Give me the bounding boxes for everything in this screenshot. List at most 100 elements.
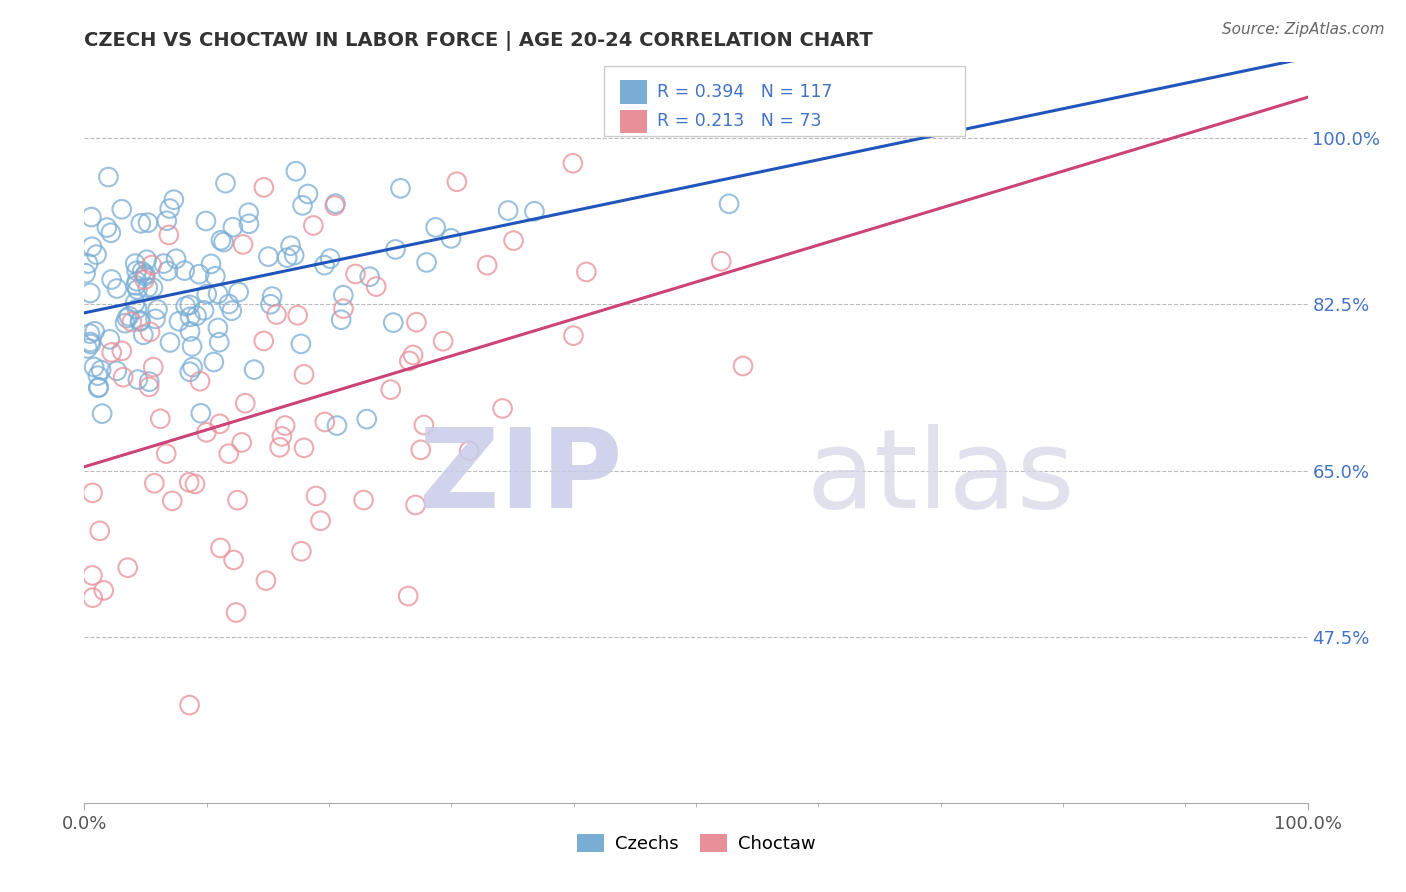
Point — [96, 220, 118, 235]
Point — [167, 314, 190, 328]
Point — [425, 220, 447, 235]
Point — [179, 365, 201, 379]
Point — [87, 380, 110, 394]
Point — [129, 216, 152, 230]
Point — [100, 345, 122, 359]
Point — [156, 264, 179, 278]
Point — [384, 243, 406, 257]
Point — [79, 326, 101, 341]
Point — [290, 337, 312, 351]
Point — [87, 368, 110, 383]
Point — [225, 606, 247, 620]
Point — [157, 227, 180, 242]
Text: R = 0.394   N = 117: R = 0.394 N = 117 — [657, 83, 832, 101]
Point — [179, 475, 201, 490]
Point — [405, 498, 427, 512]
Point — [409, 442, 432, 457]
Point — [134, 269, 156, 284]
FancyBboxPatch shape — [605, 66, 965, 136]
Point — [135, 252, 157, 267]
Point — [138, 375, 160, 389]
Point — [173, 263, 195, 277]
Point — [496, 203, 519, 218]
Point — [359, 269, 381, 284]
Point — [181, 360, 204, 375]
Point — [179, 298, 201, 312]
Point — [214, 176, 236, 190]
Point — [561, 156, 583, 170]
Point — [89, 524, 111, 538]
Point — [155, 447, 177, 461]
Point — [125, 264, 148, 278]
Point — [389, 181, 412, 195]
Point — [208, 417, 231, 431]
Point — [83, 324, 105, 338]
Text: Source: ZipAtlas.com: Source: ZipAtlas.com — [1222, 22, 1385, 37]
Point — [231, 435, 253, 450]
Point — [257, 250, 280, 264]
Point — [179, 310, 201, 324]
Point — [243, 362, 266, 376]
Point — [222, 220, 245, 235]
Point — [114, 316, 136, 330]
Point — [174, 299, 197, 313]
Point — [195, 425, 218, 440]
Point — [195, 287, 218, 301]
Point — [100, 226, 122, 240]
Point — [325, 196, 347, 211]
Point — [162, 494, 184, 508]
Point — [82, 568, 104, 582]
Point — [292, 441, 315, 455]
Point — [87, 381, 110, 395]
Point — [131, 264, 153, 278]
Point — [274, 418, 297, 433]
Point — [143, 476, 166, 491]
Point — [80, 337, 103, 351]
Point — [396, 589, 419, 603]
Point — [132, 327, 155, 342]
Bar — [620, 80, 647, 103]
Point — [90, 363, 112, 377]
Point — [204, 269, 226, 284]
Point — [193, 303, 215, 318]
Point — [314, 258, 336, 272]
Bar — [620, 110, 647, 133]
Point — [305, 489, 328, 503]
Point — [208, 335, 231, 350]
Point — [79, 334, 101, 349]
Point — [156, 213, 179, 227]
Point — [523, 204, 546, 219]
Point — [207, 286, 229, 301]
Point — [127, 283, 149, 297]
Point — [232, 237, 254, 252]
Text: CZECH VS CHOCTAW IN LABOR FORCE | AGE 20-24 CORRELATION CHART: CZECH VS CHOCTAW IN LABOR FORCE | AGE 20… — [84, 30, 873, 51]
Point — [353, 493, 375, 508]
Text: atlas: atlas — [807, 424, 1074, 531]
Point — [202, 355, 225, 369]
Point — [212, 235, 235, 249]
Point — [179, 698, 201, 712]
Point — [112, 370, 135, 384]
Point — [97, 169, 120, 184]
Point — [491, 401, 513, 416]
Point — [165, 252, 187, 266]
Point — [398, 354, 420, 368]
Point — [638, 116, 661, 130]
Point — [146, 302, 169, 317]
Point — [76, 342, 98, 356]
Point — [233, 396, 256, 410]
Point — [218, 297, 240, 311]
Point — [276, 251, 298, 265]
Point — [280, 238, 302, 252]
Point — [731, 359, 754, 373]
Point — [238, 217, 260, 231]
Point — [405, 315, 427, 329]
Point — [136, 280, 159, 294]
Text: ZIP: ZIP — [419, 424, 623, 531]
Point — [200, 257, 222, 271]
Point — [502, 234, 524, 248]
Point — [412, 417, 434, 432]
Point — [91, 407, 114, 421]
Point — [145, 311, 167, 326]
Point — [179, 325, 201, 339]
